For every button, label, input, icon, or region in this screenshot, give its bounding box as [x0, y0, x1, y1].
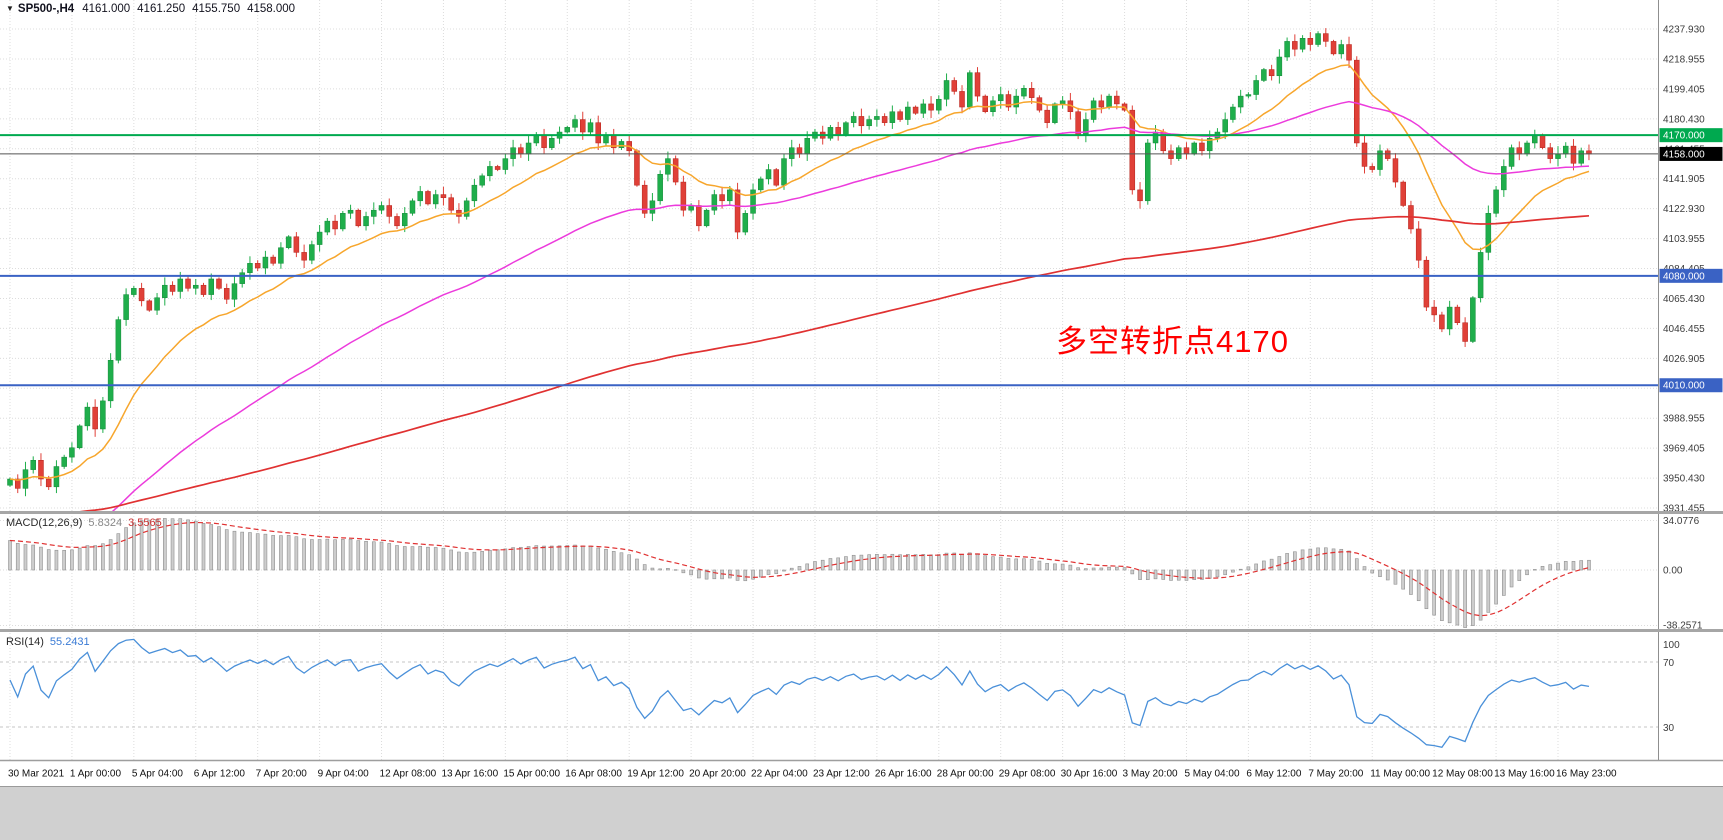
candles-layer [7, 28, 1592, 497]
price-close-value: 4158.000 [247, 3, 296, 15]
svg-text:3931.455: 3931.455 [1663, 504, 1705, 515]
svg-text:12 Apr 08:00: 12 Apr 08:00 [380, 769, 437, 780]
symbol-marker-icon: ▼ [6, 4, 14, 13]
chart-title: ▼ SP500-,H4 4161.000 4161.250 4155.750 4158.0… [6, 3, 302, 15]
panel-splitter-macd[interactable] [0, 511, 1723, 514]
horizontal-lines-layer[interactable] [0, 134, 1658, 387]
svg-text:5 May 04:00: 5 May 04:00 [1184, 769, 1239, 780]
svg-text:4180.430: 4180.430 [1663, 114, 1705, 125]
svg-text:3 May 20:00: 3 May 20:00 [1123, 769, 1178, 780]
svg-text:15 Apr 00:00: 15 Apr 00:00 [503, 769, 560, 780]
svg-text:34.0776: 34.0776 [1663, 516, 1700, 527]
svg-text:7 May 20:00: 7 May 20:00 [1308, 769, 1363, 780]
svg-text:22 Apr 04:00: 22 Apr 04:00 [751, 769, 808, 780]
svg-text:5 Apr 04:00: 5 Apr 04:00 [132, 769, 184, 780]
svg-text:4026.905: 4026.905 [1663, 354, 1705, 365]
chart-annotation[interactable]: 多空转折点4170 [1056, 324, 1289, 359]
window-bottom-strip [0, 786, 1723, 840]
price-tags: 4170.000 4158.000 4080.000 4010.000 [1659, 128, 1723, 393]
svg-text:16 May 23:00: 16 May 23:00 [1556, 769, 1617, 780]
svg-text:30 Apr 16:00: 30 Apr 16:00 [1061, 769, 1118, 780]
svg-text:7 Apr 20:00: 7 Apr 20:00 [256, 769, 308, 780]
svg-text:4080.000: 4080.000 [1663, 271, 1705, 282]
svg-text:29 Apr 08:00: 29 Apr 08:00 [999, 769, 1056, 780]
svg-text:4199.405: 4199.405 [1663, 84, 1705, 95]
svg-text:16 Apr 08:00: 16 Apr 08:00 [565, 769, 622, 780]
svg-text:13 Apr 16:00: 13 Apr 16:00 [441, 769, 498, 780]
symbol-label: SP500-,H4 [17, 3, 75, 15]
svg-text:4103.955: 4103.955 [1663, 234, 1705, 245]
svg-text:30: 30 [1663, 723, 1675, 734]
svg-text:28 Apr 00:00: 28 Apr 00:00 [937, 769, 994, 780]
svg-text:-38.2571: -38.2571 [1663, 621, 1703, 632]
svg-text:4010.000: 4010.000 [1663, 381, 1705, 392]
svg-text:4237.930: 4237.930 [1663, 25, 1705, 36]
macd-value-signal: 3.5565 [128, 517, 162, 529]
rsi-layer [9, 638, 1590, 749]
price-open-value: 4161.000 [82, 3, 131, 15]
svg-text:4046.455: 4046.455 [1663, 324, 1705, 335]
rsi-name: RSI(14) [6, 636, 44, 648]
svg-text:3988.955: 3988.955 [1663, 414, 1705, 425]
svg-text:1 Apr 00:00: 1 Apr 00:00 [70, 769, 122, 780]
svg-text:12 May 08:00: 12 May 08:00 [1432, 769, 1493, 780]
grid-layer [0, 0, 1658, 760]
price-high-value: 4161.250 [137, 3, 186, 15]
svg-text:11 May 00:00: 11 May 00:00 [1370, 769, 1430, 780]
price-axis[interactable] [1658, 0, 1723, 760]
svg-text:6 Apr 12:00: 6 Apr 12:00 [194, 769, 246, 780]
macd-layer [8, 518, 1591, 628]
svg-text:3969.405: 3969.405 [1663, 444, 1705, 455]
axis-labels: 4237.9304218.9554199.4054180.4304161.455… [8, 25, 1705, 780]
macd-value-main: 5.8324 [88, 517, 123, 529]
panel-borders [0, 0, 1723, 762]
svg-text:3950.430: 3950.430 [1663, 474, 1705, 485]
svg-text:4170.000: 4170.000 [1663, 131, 1705, 142]
svg-text:4158.000: 4158.000 [1663, 149, 1705, 160]
svg-text:26 Apr 16:00: 26 Apr 16:00 [875, 769, 932, 780]
chart-canvas[interactable]: 4237.9304218.9554199.4054180.4304161.455… [0, 0, 1723, 786]
moving-averages-layer [9, 64, 1590, 512]
svg-text:4065.430: 4065.430 [1663, 294, 1705, 305]
svg-text:6 May 12:00: 6 May 12:00 [1246, 769, 1301, 780]
svg-text:4141.905: 4141.905 [1663, 174, 1705, 185]
svg-text:13 May 16:00: 13 May 16:00 [1494, 769, 1555, 780]
svg-text:20 Apr 20:00: 20 Apr 20:00 [689, 769, 746, 780]
svg-text:100: 100 [1663, 640, 1680, 651]
svg-text:0.00: 0.00 [1663, 566, 1683, 577]
macd-label: MACD(12,26,9) 5.8324 3.5565 [6, 517, 162, 529]
svg-text:70: 70 [1663, 658, 1675, 669]
svg-text:9 Apr 04:00: 9 Apr 04:00 [318, 769, 370, 780]
svg-text:4218.955: 4218.955 [1663, 54, 1705, 65]
rsi-label: RSI(14) 55.2431 [6, 636, 90, 648]
price-low-value: 4155.750 [192, 3, 241, 15]
svg-text:30 Mar 2021: 30 Mar 2021 [8, 769, 65, 780]
svg-text:19 Apr 12:00: 19 Apr 12:00 [627, 769, 684, 780]
svg-text:4122.930: 4122.930 [1663, 204, 1705, 215]
rsi-value: 55.2431 [49, 636, 90, 648]
time-axis[interactable] [0, 762, 1658, 786]
svg-text:23 Apr 12:00: 23 Apr 12:00 [813, 769, 870, 780]
macd-name: MACD(12,26,9) [6, 517, 83, 529]
panel-splitter-rsi[interactable] [0, 629, 1723, 632]
